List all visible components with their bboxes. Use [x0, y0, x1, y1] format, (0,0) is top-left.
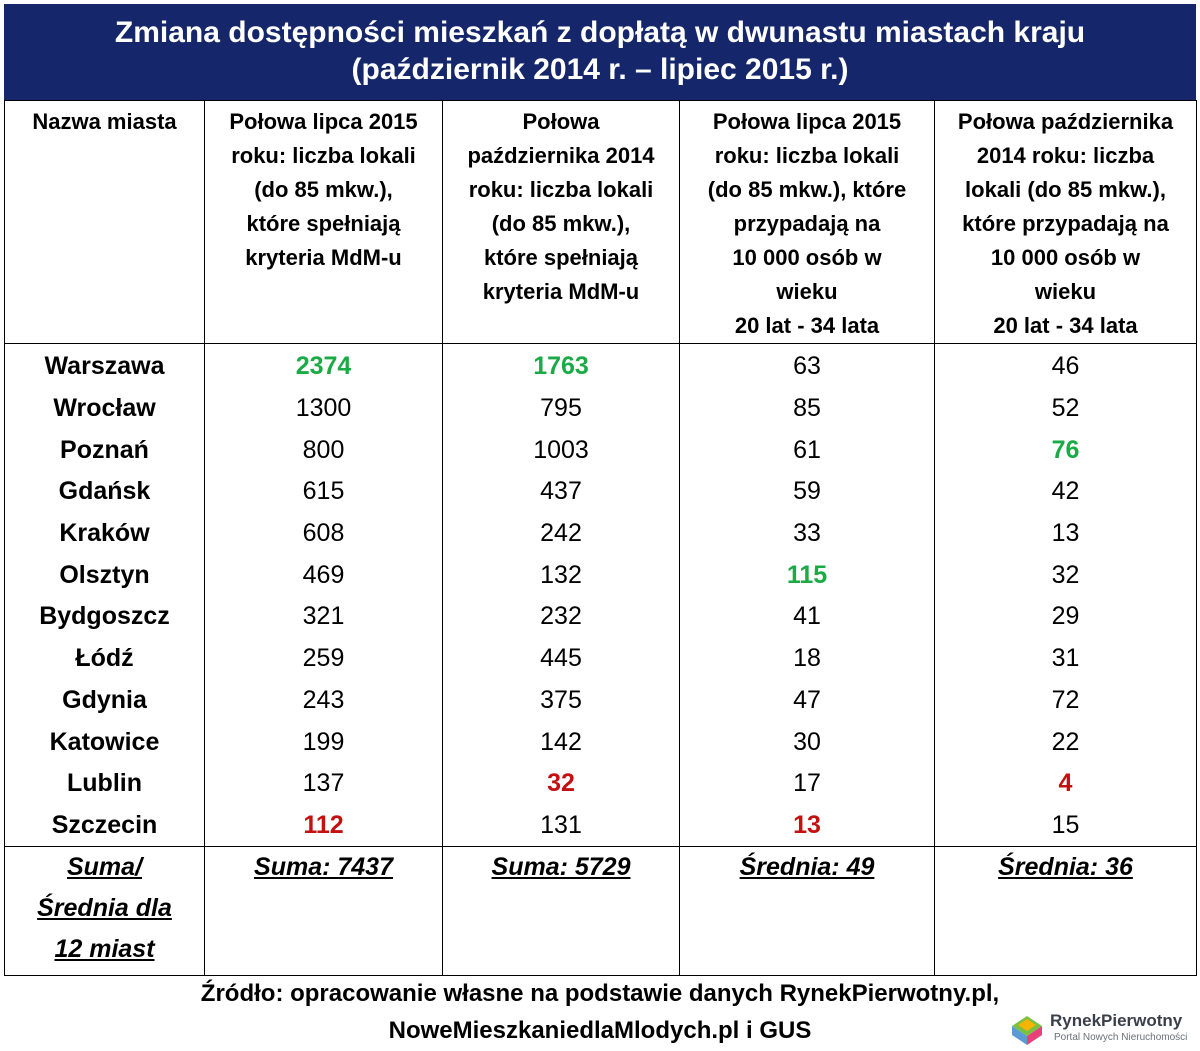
mdm-availability-table: Nazwa miasta Połowa lipca 2015 roku: lic…	[4, 100, 1197, 977]
title-line-2: (październik 2014 r. – lipiec 2015 r.)	[351, 53, 849, 86]
cell-value: 142	[442, 721, 680, 763]
cell-value: 199	[204, 721, 443, 763]
header-july-2015-per-10000: Połowa lipca 2015 roku: liczba lokali (d…	[679, 100, 935, 344]
cell-value: 30	[679, 721, 935, 763]
city-name: Szczecin	[4, 804, 205, 847]
logo-name: RynekPierwotny	[1050, 1011, 1183, 1030]
table-row: Katowice 199 142 30 22	[4, 721, 1197, 763]
table-row: Gdańsk 615 437 59 42	[4, 471, 1197, 513]
summary-october-2014-per-10000: Średnia: 36	[934, 846, 1197, 977]
cell-value: 59	[679, 471, 935, 513]
cell-value: 61	[679, 429, 935, 472]
header-october-2014-count: Połowa października 2014 roku: liczba lo…	[442, 100, 680, 344]
cell-value: 615	[204, 471, 443, 513]
rynekpierwotny-logo: RynekPierwotny Portal Nowych Nieruchomoś…	[1008, 1010, 1198, 1048]
cell-value: 469	[204, 554, 443, 597]
cell-value: 85	[679, 387, 935, 430]
table-row: Wrocław 1300 795 85 52	[4, 387, 1197, 430]
cell-value: 41	[679, 596, 935, 638]
city-name: Gdańsk	[4, 471, 205, 513]
cell-value: 375	[442, 679, 680, 722]
cell-value: 29	[934, 596, 1197, 638]
header-row: Nazwa miasta Połowa lipca 2015 roku: lic…	[4, 100, 1197, 344]
cell-value: 131	[442, 804, 680, 847]
cell-value: 13	[934, 512, 1197, 555]
city-name: Olsztyn	[4, 554, 205, 597]
city-name: Łódź	[4, 637, 205, 680]
cell-value: 32	[442, 762, 680, 805]
table-row: Poznań 800 1003 61 76	[4, 429, 1197, 472]
cell-value: 445	[442, 637, 680, 680]
cell-value: 243	[204, 679, 443, 722]
cell-value: 31	[934, 637, 1197, 680]
cell-value: 232	[442, 596, 680, 638]
table-row: Łódź 259 445 18 31	[4, 637, 1197, 680]
cell-value: 76	[934, 429, 1197, 472]
table-row: Bydgoszcz 321 232 41 29	[4, 596, 1197, 638]
cell-value: 15	[934, 804, 1197, 847]
cell-value: 63	[679, 343, 935, 388]
city-name: Warszawa	[4, 343, 205, 388]
cell-value: 13	[679, 804, 935, 847]
cell-value: 1003	[442, 429, 680, 472]
summary-row: Suma/ Średnia dla 12 miast Suma: 7437 Su…	[4, 846, 1197, 977]
city-name: Bydgoszcz	[4, 596, 205, 638]
cell-value: 4	[934, 762, 1197, 805]
city-name: Lublin	[4, 762, 205, 805]
cell-value: 2374	[204, 343, 443, 388]
city-name: Wrocław	[4, 387, 205, 430]
table-row: Szczecin 112 131 13 15	[4, 804, 1197, 847]
cell-value: 608	[204, 512, 443, 555]
cell-value: 137	[204, 762, 443, 805]
house-cube-icon	[1012, 1016, 1042, 1045]
city-name: Katowice	[4, 721, 205, 763]
summary-july-2015-count: Suma: 7437	[204, 846, 443, 977]
city-name: Gdynia	[4, 679, 205, 722]
source-line-2: NoweMieszkaniedlaMlodych.pl i GUS	[388, 1017, 812, 1044]
table-row: Gdynia 243 375 47 72	[4, 679, 1197, 722]
table-row: Olsztyn 469 132 115 32	[4, 554, 1197, 597]
cell-value: 1763	[442, 343, 680, 388]
cell-value: 321	[204, 596, 443, 638]
source-note: Źródło: opracowanie własne na podstawie …	[0, 975, 1200, 1049]
table-row: Lublin 137 32 17 4	[4, 762, 1197, 805]
table-title: Zmiana dostępności mieszkań z dopłatą w …	[4, 4, 1196, 100]
table-row: Warszawa 2374 1763 63 46	[4, 343, 1197, 388]
cell-value: 795	[442, 387, 680, 430]
cell-value: 242	[442, 512, 680, 555]
cell-value: 42	[934, 471, 1197, 513]
table-row: Kraków 608 242 33 13	[4, 512, 1197, 555]
source-line-1: Źródło: opracowanie własne na podstawie …	[200, 980, 1000, 1007]
city-name: Kraków	[4, 512, 205, 555]
cell-value: 259	[204, 637, 443, 680]
cell-value: 52	[934, 387, 1197, 430]
summary-october-2014-count: Suma: 5729	[442, 846, 680, 977]
cell-value: 1300	[204, 387, 443, 430]
cell-value: 22	[934, 721, 1197, 763]
cell-value: 112	[204, 804, 443, 847]
cell-value: 17	[679, 762, 935, 805]
header-city: Nazwa miasta	[4, 100, 205, 344]
city-name: Poznań	[4, 429, 205, 472]
cell-value: 115	[679, 554, 935, 597]
header-october-2014-per-10000: Połowa października 2014 roku: liczba lo…	[934, 100, 1197, 344]
cell-value: 18	[679, 637, 935, 680]
title-line-1: Zmiana dostępności mieszkań z dopłatą w …	[114, 16, 1086, 49]
logo-tagline: Portal Nowych Nieruchomości	[1054, 1032, 1188, 1043]
summary-label: Suma/ Średnia dla 12 miast	[4, 846, 205, 977]
header-july-2015-count: Połowa lipca 2015 roku: liczba lokali (d…	[204, 100, 443, 344]
cell-value: 437	[442, 471, 680, 513]
cell-value: 32	[934, 554, 1197, 597]
cell-value: 72	[934, 679, 1197, 722]
summary-july-2015-per-10000: Średnia: 49	[679, 846, 935, 977]
cell-value: 46	[934, 343, 1197, 388]
cell-value: 800	[204, 429, 443, 472]
cell-value: 33	[679, 512, 935, 555]
cell-value: 132	[442, 554, 680, 597]
cell-value: 47	[679, 679, 935, 722]
